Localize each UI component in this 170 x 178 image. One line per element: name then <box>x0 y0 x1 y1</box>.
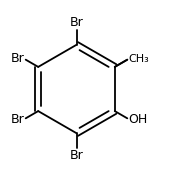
Text: Br: Br <box>70 149 83 162</box>
Text: Br: Br <box>70 16 83 29</box>
Text: Br: Br <box>11 53 24 66</box>
Text: Br: Br <box>11 112 24 125</box>
Text: OH: OH <box>129 112 148 125</box>
Text: CH₃: CH₃ <box>128 54 149 64</box>
